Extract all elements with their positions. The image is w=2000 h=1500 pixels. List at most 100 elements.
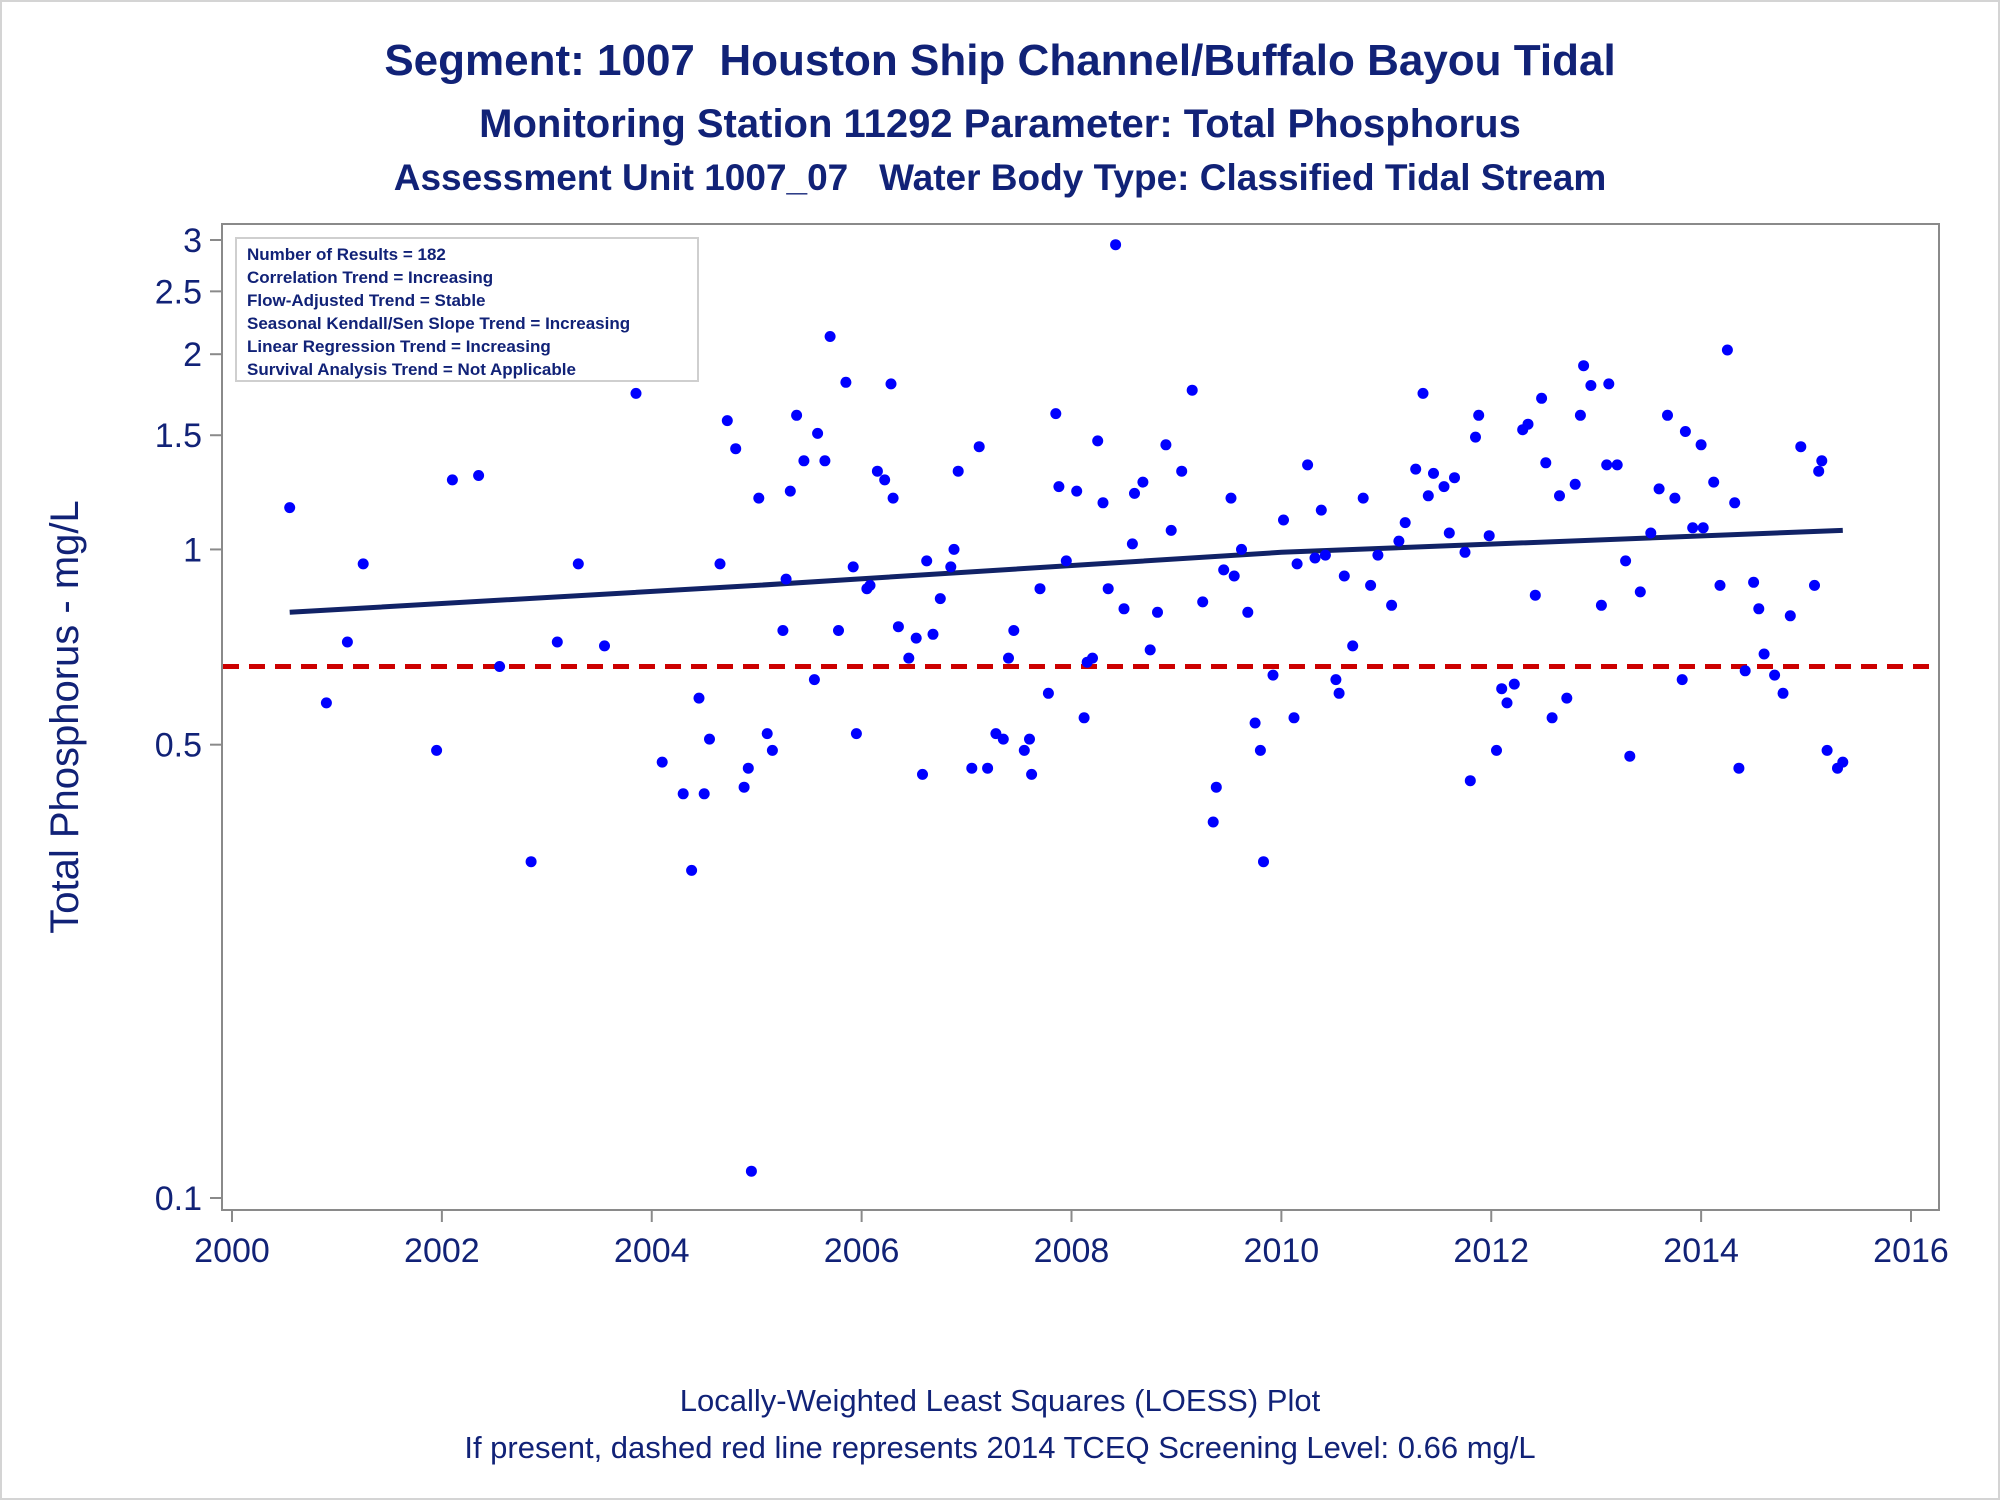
data-point: [1357, 492, 1369, 504]
data-point: [761, 728, 773, 740]
data-point: [1578, 360, 1590, 372]
data-point: [1399, 517, 1411, 529]
data-point: [1071, 485, 1083, 497]
data-point: [599, 640, 610, 652]
data-point: [1459, 546, 1471, 558]
data-point: [966, 762, 978, 774]
data-point: [1603, 378, 1615, 390]
data-point: [885, 378, 897, 390]
data-point: [1540, 457, 1552, 469]
data-point: [812, 427, 824, 439]
data-point: [1218, 564, 1230, 576]
data-point: [1003, 652, 1014, 664]
data-point: [766, 744, 778, 756]
y-tick-label: 0.1: [155, 1180, 202, 1218]
y-tick-label: 2.5: [155, 273, 202, 311]
x-tick-label: 2002: [404, 1232, 480, 1270]
data-point: [1210, 781, 1222, 793]
data-point: [1795, 441, 1807, 453]
data-point: [847, 561, 859, 573]
data-point: [1092, 435, 1104, 447]
data-point: [745, 1165, 757, 1177]
data-point: [1483, 530, 1495, 542]
data-point: [1611, 459, 1623, 471]
data-point: [693, 692, 705, 704]
data-point: [341, 636, 353, 648]
data-point: [1267, 669, 1279, 681]
data-point: [1393, 535, 1405, 547]
data-point: [850, 728, 862, 740]
data-point: [808, 674, 820, 686]
y-tick-label: 0.5: [155, 727, 202, 765]
data-point: [1569, 478, 1581, 490]
footer-line-1: Locally-Weighted Least Squares (LOESS) P…: [679, 1383, 1321, 1418]
data-point: [284, 502, 296, 514]
data-point: [1008, 625, 1020, 636]
data-point: [879, 474, 891, 486]
y-tick-label: 2: [183, 336, 202, 374]
chart-title: Segment: 1007 Houston Ship Channel/Buffa…: [384, 36, 1616, 85]
data-point: [1278, 514, 1289, 526]
data-point: [1315, 504, 1327, 516]
data-point: [948, 543, 960, 555]
trend-summary-line: Survival Analysis Trend = Not Applicable: [247, 360, 576, 379]
data-point: [572, 558, 584, 570]
y-tick-label: 3: [183, 222, 202, 260]
data-point: [1137, 476, 1149, 488]
data-point: [1144, 644, 1156, 656]
data-point: [1470, 431, 1481, 443]
data-point: [1034, 583, 1046, 595]
data-point: [1078, 712, 1090, 724]
data-point: [1595, 599, 1607, 611]
data-point: [864, 579, 876, 591]
trend-summary-box: Number of Results = 182 Correlation Trend…: [235, 237, 699, 382]
data-point: [1676, 674, 1688, 686]
data-point: [1242, 606, 1254, 618]
data-point: [473, 470, 485, 481]
data-point: [1784, 610, 1796, 622]
data-point: [1837, 756, 1849, 768]
trend-layer: [289, 527, 1843, 615]
data-point: [1816, 455, 1828, 467]
data-point: [1536, 392, 1548, 404]
data-point: [1473, 409, 1485, 421]
data-point: [1110, 239, 1122, 251]
trend-summary-line: Correlation Trend = Increasing: [247, 268, 493, 287]
data-point: [1428, 467, 1439, 479]
data-point: [1522, 418, 1534, 430]
data-point: [1753, 603, 1765, 615]
plot-area: [221, 223, 1940, 1211]
data-point: [777, 625, 789, 636]
data-point: [656, 756, 668, 768]
data-point: [934, 593, 946, 605]
data-point: [1417, 387, 1429, 399]
data-point: [892, 621, 904, 633]
data-point: [1165, 524, 1177, 536]
data-point: [357, 558, 369, 570]
data-point: [1758, 648, 1770, 660]
data-point: [1333, 687, 1345, 699]
data-point: [903, 652, 915, 664]
data-point: [910, 632, 922, 644]
trend-summary-frame: [235, 237, 699, 382]
data-point: [1501, 697, 1513, 709]
data-point: [1695, 439, 1707, 451]
data-point: [1645, 527, 1657, 539]
data-point: [1087, 652, 1098, 664]
x-tick-label: 2000: [194, 1232, 270, 1270]
data-point: [320, 697, 332, 709]
data-point: [1118, 603, 1130, 615]
data-point: [1254, 744, 1266, 756]
data-point: [927, 628, 939, 640]
data-point: [1697, 522, 1709, 534]
data-point: [677, 788, 689, 800]
data-point: [1228, 570, 1240, 582]
loess-trend-line: [289, 527, 1843, 615]
data-point: [630, 387, 642, 399]
data-point: [1653, 483, 1665, 495]
y-axis-label: Total Phosphorus - mg/L: [43, 500, 87, 934]
data-point: [833, 625, 844, 636]
data-point: [1197, 596, 1209, 608]
data-point: [721, 415, 733, 427]
